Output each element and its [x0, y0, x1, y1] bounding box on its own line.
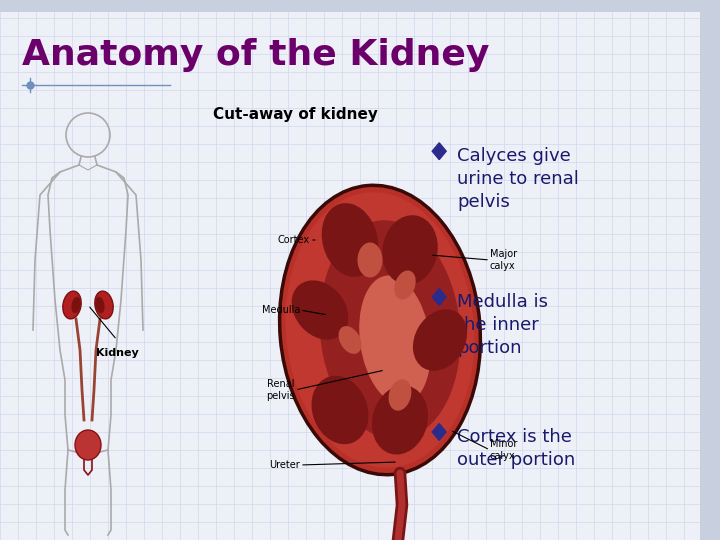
Text: Cortex is the
outer portion: Cortex is the outer portion	[457, 428, 575, 469]
Polygon shape	[432, 143, 446, 160]
Text: Ureter: Ureter	[269, 460, 300, 470]
Ellipse shape	[292, 280, 348, 340]
Text: Renal
pelvis: Renal pelvis	[266, 379, 295, 401]
Ellipse shape	[95, 291, 113, 319]
Text: Cortex: Cortex	[278, 235, 310, 245]
Text: Anatomy of the Kidney: Anatomy of the Kidney	[22, 38, 490, 72]
Ellipse shape	[63, 291, 81, 319]
Text: Minor
calyx: Minor calyx	[490, 439, 518, 461]
Ellipse shape	[395, 271, 415, 300]
Ellipse shape	[286, 192, 474, 468]
Ellipse shape	[75, 430, 101, 460]
Polygon shape	[432, 423, 446, 441]
Text: Major
calyx: Major calyx	[490, 249, 517, 271]
Ellipse shape	[279, 185, 480, 475]
Ellipse shape	[413, 309, 467, 371]
Text: Medulla is
the inner
portion: Medulla is the inner portion	[457, 293, 548, 357]
Ellipse shape	[96, 297, 104, 313]
Ellipse shape	[72, 297, 80, 313]
Ellipse shape	[320, 220, 460, 440]
Text: Kidney: Kidney	[96, 348, 138, 358]
Ellipse shape	[359, 275, 431, 404]
Ellipse shape	[338, 326, 361, 354]
Text: Medulla: Medulla	[261, 305, 300, 315]
Text: Calyces give
urine to renal
pelvis: Calyces give urine to renal pelvis	[457, 147, 579, 211]
Ellipse shape	[322, 203, 378, 277]
Ellipse shape	[372, 386, 428, 455]
Ellipse shape	[358, 242, 382, 278]
Ellipse shape	[389, 379, 411, 411]
Bar	[0, 0, 720, 12]
Ellipse shape	[382, 215, 438, 285]
Polygon shape	[432, 288, 446, 306]
Ellipse shape	[312, 376, 369, 444]
Bar	[700, 0, 720, 540]
Text: Cut-away of kidney: Cut-away of kidney	[212, 107, 377, 123]
